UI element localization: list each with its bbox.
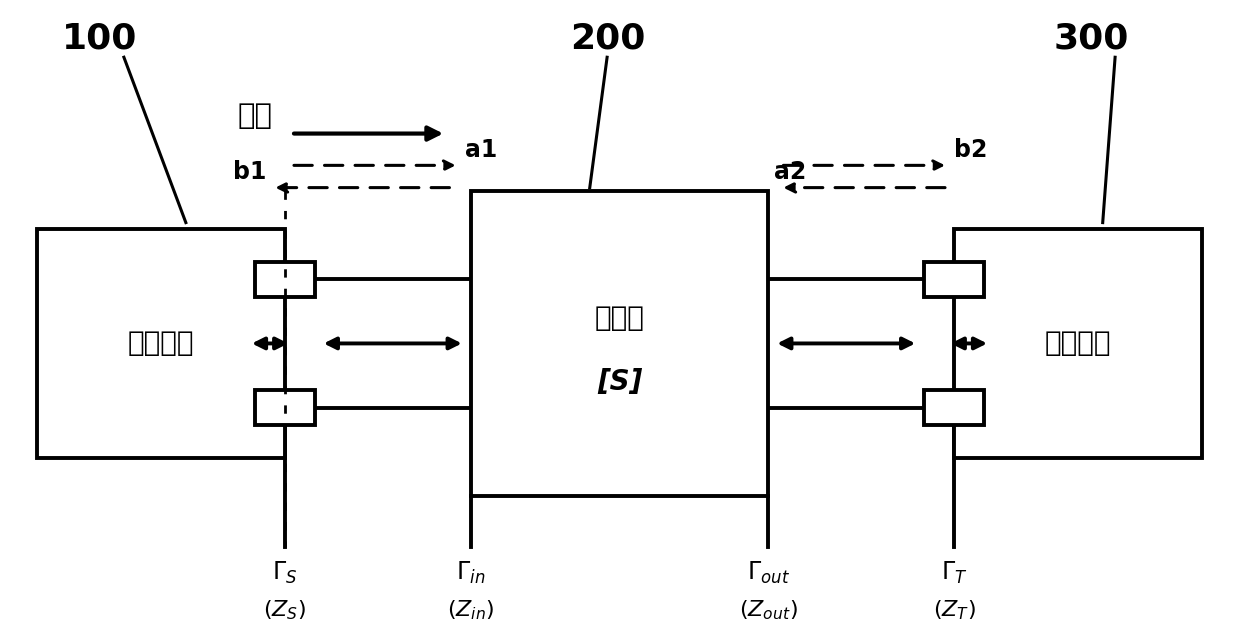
Text: 300: 300 — [1053, 21, 1129, 55]
Text: b2: b2 — [954, 138, 987, 162]
Text: 调谐网络: 调谐网络 — [128, 329, 195, 357]
Text: $(Z_{in})$: $(Z_{in})$ — [447, 598, 494, 623]
Text: [S]: [S] — [597, 368, 642, 396]
Text: 100: 100 — [62, 21, 138, 55]
FancyBboxPatch shape — [924, 262, 984, 297]
FancyBboxPatch shape — [954, 229, 1202, 458]
Text: 负阻: 负阻 — [238, 102, 273, 130]
Text: a1: a1 — [465, 138, 497, 162]
FancyBboxPatch shape — [924, 390, 984, 425]
FancyBboxPatch shape — [255, 262, 315, 297]
FancyBboxPatch shape — [37, 229, 285, 458]
Text: $(Z_{out})$: $(Z_{out})$ — [738, 598, 798, 623]
FancyBboxPatch shape — [471, 191, 768, 496]
Text: 终端网络: 终端网络 — [1044, 329, 1111, 357]
Text: $(Z_S)$: $(Z_S)$ — [264, 598, 306, 623]
Text: $(Z_T)$: $(Z_T)$ — [933, 598, 975, 623]
Text: a2: a2 — [774, 160, 807, 184]
Text: $\Gamma_{out}$: $\Gamma_{out}$ — [747, 559, 789, 586]
Text: $\Gamma_{in}$: $\Gamma_{in}$ — [456, 559, 486, 586]
FancyBboxPatch shape — [255, 390, 315, 425]
Text: b1: b1 — [233, 160, 266, 184]
Text: 200: 200 — [570, 21, 646, 55]
Text: $\Gamma_S$: $\Gamma_S$ — [273, 559, 297, 586]
Text: $\Gamma_T$: $\Gamma_T$ — [940, 559, 968, 586]
Text: 晋体管: 晋体管 — [595, 304, 644, 332]
